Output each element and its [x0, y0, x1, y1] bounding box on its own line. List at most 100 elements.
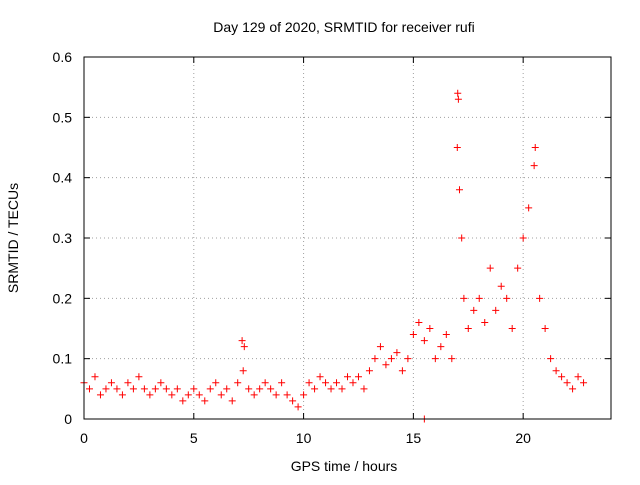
data-point [458, 234, 466, 242]
data-point [365, 367, 373, 375]
data-point [129, 385, 137, 393]
data-point [311, 385, 319, 393]
data-point [267, 385, 275, 393]
grid-layer [84, 57, 611, 419]
data-point [387, 355, 395, 363]
data-point [107, 379, 115, 387]
data-point [124, 379, 132, 387]
data-point [294, 403, 302, 411]
data-point [563, 379, 571, 387]
data-point [289, 397, 297, 405]
data-point [404, 355, 412, 363]
data-point [179, 397, 187, 405]
points-layer [80, 89, 588, 423]
data-point [382, 361, 390, 369]
data-point [113, 385, 121, 393]
data-point [514, 264, 522, 272]
data-point [371, 355, 379, 363]
data-point [173, 385, 181, 393]
data-point [135, 373, 143, 381]
data-point [360, 385, 368, 393]
data-point [91, 373, 99, 381]
data-point [344, 373, 351, 381]
data-point [190, 385, 198, 393]
data-point [437, 343, 445, 351]
x-tick-label: 20 [515, 430, 531, 446]
data-point [531, 144, 539, 151]
data-point [455, 186, 463, 194]
data-point [261, 379, 269, 387]
data-point [464, 325, 472, 332]
y-tick-label: 0.4 [53, 170, 73, 186]
data-point [206, 385, 214, 393]
x-tick-label: 15 [406, 430, 422, 446]
data-point [431, 355, 439, 363]
plot-frame [83, 56, 612, 420]
data-point [481, 318, 489, 326]
data-point [327, 385, 335, 393]
data-point [151, 385, 159, 393]
data-point [354, 373, 362, 381]
data-point [239, 367, 247, 375]
data-point [102, 385, 110, 393]
data-point [470, 306, 478, 314]
y-axis-title: SRMTID / TECUs [5, 183, 21, 293]
data-point [448, 355, 456, 363]
data-point [530, 162, 538, 170]
data-point [580, 379, 588, 387]
data-point [454, 95, 462, 103]
data-point [157, 379, 165, 387]
data-point [415, 318, 423, 326]
data-point [398, 367, 406, 375]
data-point [519, 234, 527, 242]
x-axis-title: GPS time / hours [291, 458, 398, 474]
data-point [541, 325, 549, 332]
data-point [201, 397, 209, 405]
data-point [316, 373, 324, 381]
data-point [272, 391, 280, 399]
data-point [393, 349, 401, 357]
data-point [333, 379, 341, 387]
data-point [442, 331, 450, 339]
data-point [234, 379, 242, 387]
data-point [283, 391, 291, 399]
data-point [245, 385, 253, 393]
data-point [195, 391, 203, 399]
data-point [250, 391, 258, 399]
ticks-layer [83, 56, 611, 420]
data-point [184, 391, 192, 399]
data-point [168, 391, 176, 399]
data-point [376, 343, 384, 351]
data-point [420, 337, 428, 345]
y-tick-label: 0.2 [53, 290, 73, 306]
chart-title: Day 129 of 2020, SRMTID for receiver ruf… [213, 19, 474, 35]
data-point [349, 379, 357, 387]
data-point [453, 144, 461, 151]
y-tick-label: 0.5 [53, 109, 73, 125]
data-point [525, 204, 533, 212]
x-tick-label: 10 [296, 430, 312, 446]
data-point [212, 379, 220, 387]
data-point [118, 391, 126, 399]
data-point [552, 367, 560, 375]
y-tick-label: 0.3 [53, 230, 73, 246]
x-tick-label: 0 [80, 430, 88, 446]
data-point [228, 397, 236, 405]
data-point [96, 391, 104, 399]
data-point [338, 385, 346, 393]
data-point [558, 373, 566, 381]
data-point [497, 282, 505, 290]
data-point [278, 379, 286, 387]
data-point [536, 294, 544, 302]
data-point [305, 379, 313, 387]
data-point [300, 391, 308, 399]
data-point [162, 385, 170, 393]
data-point [475, 294, 483, 302]
y-tick-label: 0 [64, 411, 72, 427]
y-tick-label: 0.6 [53, 49, 73, 65]
data-point [547, 355, 555, 363]
data-point [140, 385, 148, 393]
data-point [454, 89, 462, 97]
